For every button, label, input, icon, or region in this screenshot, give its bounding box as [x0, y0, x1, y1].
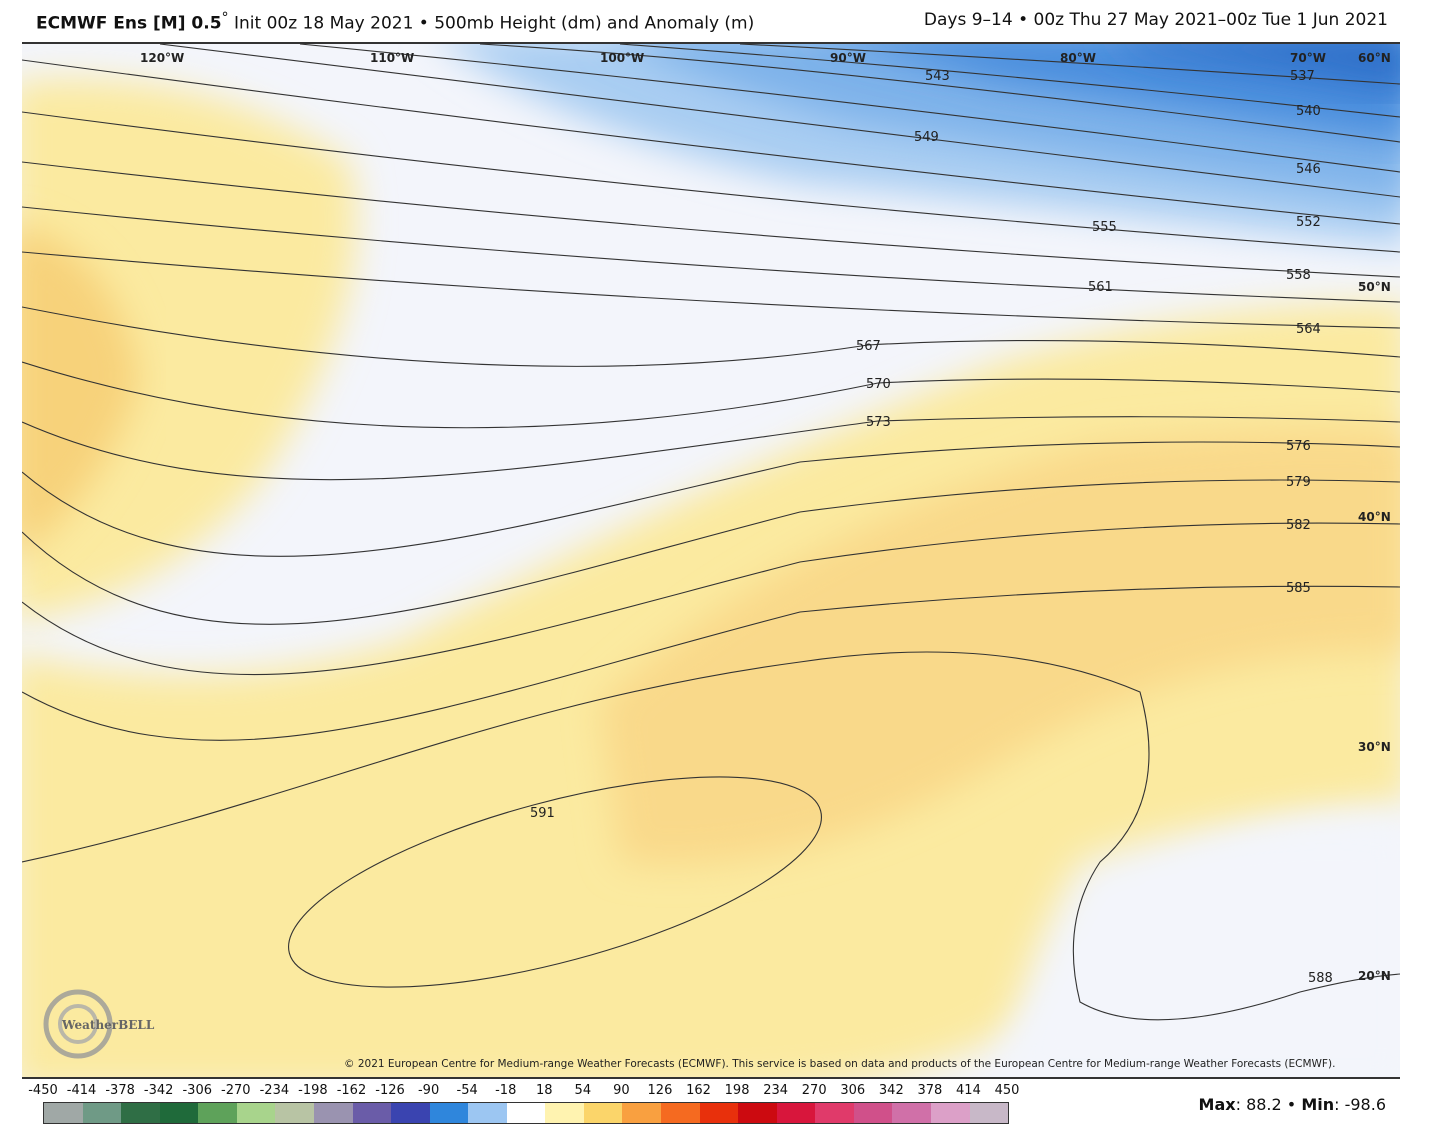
contour-label: 564 [1296, 322, 1321, 337]
colorbar-swatch [275, 1103, 314, 1123]
colorbar-tick-label: 54 [574, 1083, 592, 1098]
contour-label: 558 [1286, 268, 1311, 283]
colorbar-tick-label: -270 [221, 1083, 251, 1098]
max-min-readout: Max: 88.2 • Min: -98.6 [1198, 1095, 1386, 1114]
colorbar-swatch [391, 1103, 430, 1123]
longitude-label: 110°W [370, 51, 414, 65]
colorbar-tick-label: 270 [801, 1083, 827, 1098]
valid-period: Days 9–14 • 00z Thu 27 May 2021–00z Tue … [923, 10, 1388, 30]
colorbar-swatch [313, 1103, 353, 1123]
colorbar-swatch [892, 1103, 931, 1123]
colorbar-tick-label: -90 [417, 1083, 440, 1098]
colorbar-tick-label: -54 [456, 1083, 478, 1098]
weatherbell-logo: WeatherBELL [43, 989, 155, 1059]
colorbar-tick-label: -126 [375, 1083, 405, 1098]
colorbar-swatch [82, 1103, 122, 1123]
colorbar-swatch [853, 1103, 893, 1123]
contour-label: 552 [1296, 215, 1321, 230]
colorbar-swatch [969, 1103, 1009, 1123]
colorbar-tick-label: 414 [956, 1083, 981, 1098]
colorbar-tick-label: 378 [917, 1083, 943, 1098]
colorbar-tick-label: 198 [724, 1083, 750, 1098]
colorbar-swatch [699, 1103, 739, 1123]
colorbar-swatch [661, 1103, 700, 1123]
colorbar-tick-label: -18 [495, 1083, 517, 1098]
contour-label: 579 [1286, 475, 1311, 490]
longitude-label: 80°W [1060, 51, 1096, 65]
colorbar-swatch [506, 1103, 546, 1123]
colorbar-tick-label: -342 [143, 1083, 174, 1098]
contour-label: 567 [856, 339, 881, 354]
colorbar-swatch [352, 1103, 392, 1123]
latitude-label: 30°N [1358, 740, 1391, 754]
colorbar-swatch [159, 1103, 199, 1123]
contour-label: 537 [1290, 69, 1315, 84]
colorbar-tick-label: 162 [686, 1083, 711, 1098]
anomaly-colorbar [43, 1102, 1009, 1124]
contour-label: 549 [914, 130, 939, 145]
colorbar-tick-label: -414 [66, 1083, 97, 1098]
contour-label: 540 [1296, 104, 1321, 119]
svg-text:WeatherBELL: WeatherBELL [61, 1018, 155, 1032]
latitude-label: 20°N [1358, 969, 1391, 983]
contour-labels: 537 540 543 546 549 552 555 558 561 564 567 570 573 5… [530, 69, 1333, 986]
colorbar-swatch [44, 1103, 83, 1123]
weather-map: 537 540 543 546 549 552 555 558 561 564 567 570 573 5… [22, 42, 1400, 1079]
colorbar-tick-label: 342 [878, 1083, 904, 1098]
colorbar-labels: -450 -414 -378 -342 -306 -270 -234 -198 -162 -126… [28, 1083, 1019, 1099]
colorbar-tick-label: 18 [535, 1083, 553, 1098]
longitude-label: 70°W [1290, 51, 1326, 65]
colorbar-tick-label: 234 [763, 1083, 789, 1098]
latitude-label: 50°N [1358, 280, 1391, 294]
colorbar-swatch [429, 1103, 469, 1123]
colorbar-swatch [815, 1103, 854, 1123]
colorbar-swatch [198, 1103, 237, 1123]
contour-label: 546 [1296, 162, 1321, 177]
map-title: ECMWF Ens [M] 0.5° Init 00z 18 May 2021 … [36, 10, 755, 34]
colorbar-tick-label: 126 [647, 1083, 673, 1098]
colorbar-swatch [583, 1103, 623, 1123]
contour-label: 588 [1308, 971, 1333, 986]
latitude-label: 60°N [1358, 51, 1391, 65]
colorbar-tick-label: 450 [994, 1083, 1020, 1098]
max-value: 88.2 [1246, 1095, 1282, 1114]
latitude-label: 40°N [1358, 510, 1391, 524]
contour-label: 582 [1286, 518, 1311, 533]
min-value: -98.6 [1344, 1095, 1386, 1114]
colorbar-swatch [738, 1103, 777, 1123]
colorbar-tick-label: -234 [259, 1083, 290, 1098]
longitude-label: 100°W [600, 51, 644, 65]
contour-label: 543 [925, 69, 950, 84]
contour-label: 573 [866, 415, 891, 430]
model-name: ECMWF Ens [M] 0.5 [36, 13, 222, 34]
contour-label: 585 [1286, 581, 1311, 596]
colorbar-swatch [622, 1103, 661, 1123]
colorbar-tick-label: 90 [613, 1083, 630, 1098]
colorbar-swatch [236, 1103, 276, 1123]
height-contours [22, 44, 1400, 1021]
contour-label: 561 [1088, 280, 1113, 295]
colorbar-swatch [776, 1103, 816, 1123]
colorbar-tick-label: -306 [182, 1083, 212, 1098]
longitude-label: 120°W [140, 51, 184, 65]
colorbar-tick-label: 306 [840, 1083, 866, 1098]
colorbar-swatch [121, 1103, 160, 1123]
colorbar-swatch [930, 1103, 970, 1123]
contour-label: 576 [1286, 439, 1311, 454]
contour-label: 591 [530, 806, 555, 821]
colorbar-swatch [545, 1103, 584, 1123]
colorbar-tick-label: -450 [28, 1083, 58, 1098]
contour-label: 555 [1092, 220, 1117, 235]
graticule-labels: 120°W 110°W 100°W 90°W 80°W 70°W 60°N 50°N 40°N 3… [140, 51, 1391, 983]
copyright-notice: © 2021 European Centre for Medium-range … [344, 1058, 1336, 1070]
colorbar-tick-label: -162 [336, 1083, 367, 1098]
contour-label: 570 [866, 377, 891, 392]
anomaly-field [22, 44, 1400, 1077]
colorbar-tick-label: -198 [298, 1083, 328, 1098]
colorbar-swatch [468, 1103, 507, 1123]
init-description: Init 00z 18 May 2021 • 500mb Height (dm)… [234, 13, 755, 34]
longitude-label: 90°W [830, 51, 866, 65]
colorbar-tick-label: -378 [105, 1083, 135, 1098]
